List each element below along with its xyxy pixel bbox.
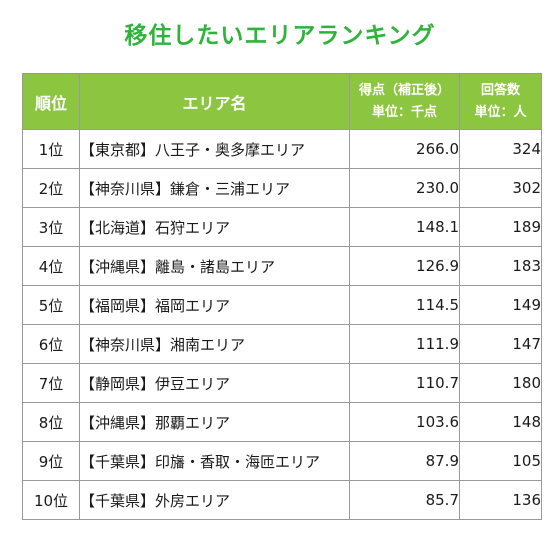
count-cell: 148 xyxy=(459,402,542,442)
area-cell: 【神奈川県】湘南エリア xyxy=(79,324,350,364)
table-body: 1位 【東京都】八王子・奥多摩エリア 266.0 324 2位 【神奈川県】鎌倉… xyxy=(22,129,542,520)
rank-cell: 1位 xyxy=(22,129,80,169)
score-cell: 85.7 xyxy=(349,480,460,520)
table-row: 10位 【千葉県】外房エリア 85.7 136 xyxy=(22,480,542,520)
header-score: 得点（補正後） 単位：千点 xyxy=(349,73,460,130)
rank-cell: 8位 xyxy=(22,402,80,442)
header-area: エリア名 xyxy=(79,73,350,130)
table-row: 9位 【千葉県】印旛・香取・海匝エリア 87.9 105 xyxy=(22,441,542,481)
table-row: 4位 【沖縄県】離島・諸島エリア 126.9 183 xyxy=(22,246,542,286)
area-cell: 【千葉県】印旛・香取・海匝エリア xyxy=(79,441,350,481)
table-row: 1位 【東京都】八王子・奥多摩エリア 266.0 324 xyxy=(22,129,542,169)
table-header: 順位 エリア名 得点（補正後） 単位：千点 回答数 単位：人 xyxy=(22,73,542,130)
rank-cell: 2位 xyxy=(22,168,80,208)
rank-cell: 10位 xyxy=(22,480,80,520)
header-rank: 順位 xyxy=(22,73,80,130)
header-score-label: 得点（補正後） xyxy=(358,82,450,98)
count-cell: 324 xyxy=(459,129,542,169)
area-cell: 【沖縄県】那覇エリア xyxy=(79,402,350,442)
header-count-unit: 単位：人 xyxy=(474,104,527,120)
table-row: 7位 【静岡県】伊豆エリア 110.7 180 xyxy=(22,363,542,403)
area-cell: 【北海道】石狩エリア xyxy=(79,207,350,247)
table-row: 3位 【北海道】石狩エリア 148.1 189 xyxy=(22,207,542,247)
area-cell: 【千葉県】外房エリア xyxy=(79,480,350,520)
area-cell: 【福岡県】福岡エリア xyxy=(79,285,350,325)
count-cell: 149 xyxy=(459,285,542,325)
table-row: 2位 【神奈川県】鎌倉・三浦エリア 230.0 302 xyxy=(22,168,542,208)
count-cell: 189 xyxy=(459,207,542,247)
count-cell: 302 xyxy=(459,168,542,208)
rank-cell: 7位 xyxy=(22,363,80,403)
header-row: 順位 エリア名 得点（補正後） 単位：千点 回答数 単位：人 xyxy=(22,73,542,130)
header-count: 回答数 単位：人 xyxy=(459,73,542,130)
rank-cell: 3位 xyxy=(22,207,80,247)
score-cell: 110.7 xyxy=(349,363,460,403)
score-cell: 126.9 xyxy=(349,246,460,286)
score-cell: 230.0 xyxy=(349,168,460,208)
table-row: 5位 【福岡県】福岡エリア 114.5 149 xyxy=(22,285,542,325)
score-cell: 111.9 xyxy=(349,324,460,364)
score-cell: 266.0 xyxy=(349,129,460,169)
area-cell: 【神奈川県】鎌倉・三浦エリア xyxy=(79,168,350,208)
area-cell: 【静岡県】伊豆エリア xyxy=(79,363,350,403)
score-cell: 148.1 xyxy=(349,207,460,247)
count-cell: 136 xyxy=(459,480,542,520)
rank-cell: 5位 xyxy=(22,285,80,325)
table-row: 8位 【沖縄県】那覇エリア 103.6 148 xyxy=(22,402,542,442)
page-title: 移住したいエリアランキング xyxy=(124,23,436,49)
rank-cell: 4位 xyxy=(22,246,80,286)
table-row: 6位 【神奈川県】湘南エリア 111.9 147 xyxy=(22,324,542,364)
count-cell: 180 xyxy=(459,363,542,403)
rank-cell: 6位 xyxy=(22,324,80,364)
count-cell: 105 xyxy=(459,441,542,481)
ranking-table: 順位 エリア名 得点（補正後） 単位：千点 回答数 単位：人 1位 【東京都】八… xyxy=(22,73,542,520)
header-score-unit: 単位：千点 xyxy=(371,104,437,120)
area-cell: 【沖縄県】離島・諸島エリア xyxy=(79,246,350,286)
score-cell: 114.5 xyxy=(349,285,460,325)
count-cell: 147 xyxy=(459,324,542,364)
score-cell: 103.6 xyxy=(349,402,460,442)
area-cell: 【東京都】八王子・奥多摩エリア xyxy=(79,129,350,169)
rank-cell: 9位 xyxy=(22,441,80,481)
header-count-label: 回答数 xyxy=(480,82,520,98)
score-cell: 87.9 xyxy=(349,441,460,481)
count-cell: 183 xyxy=(459,246,542,286)
